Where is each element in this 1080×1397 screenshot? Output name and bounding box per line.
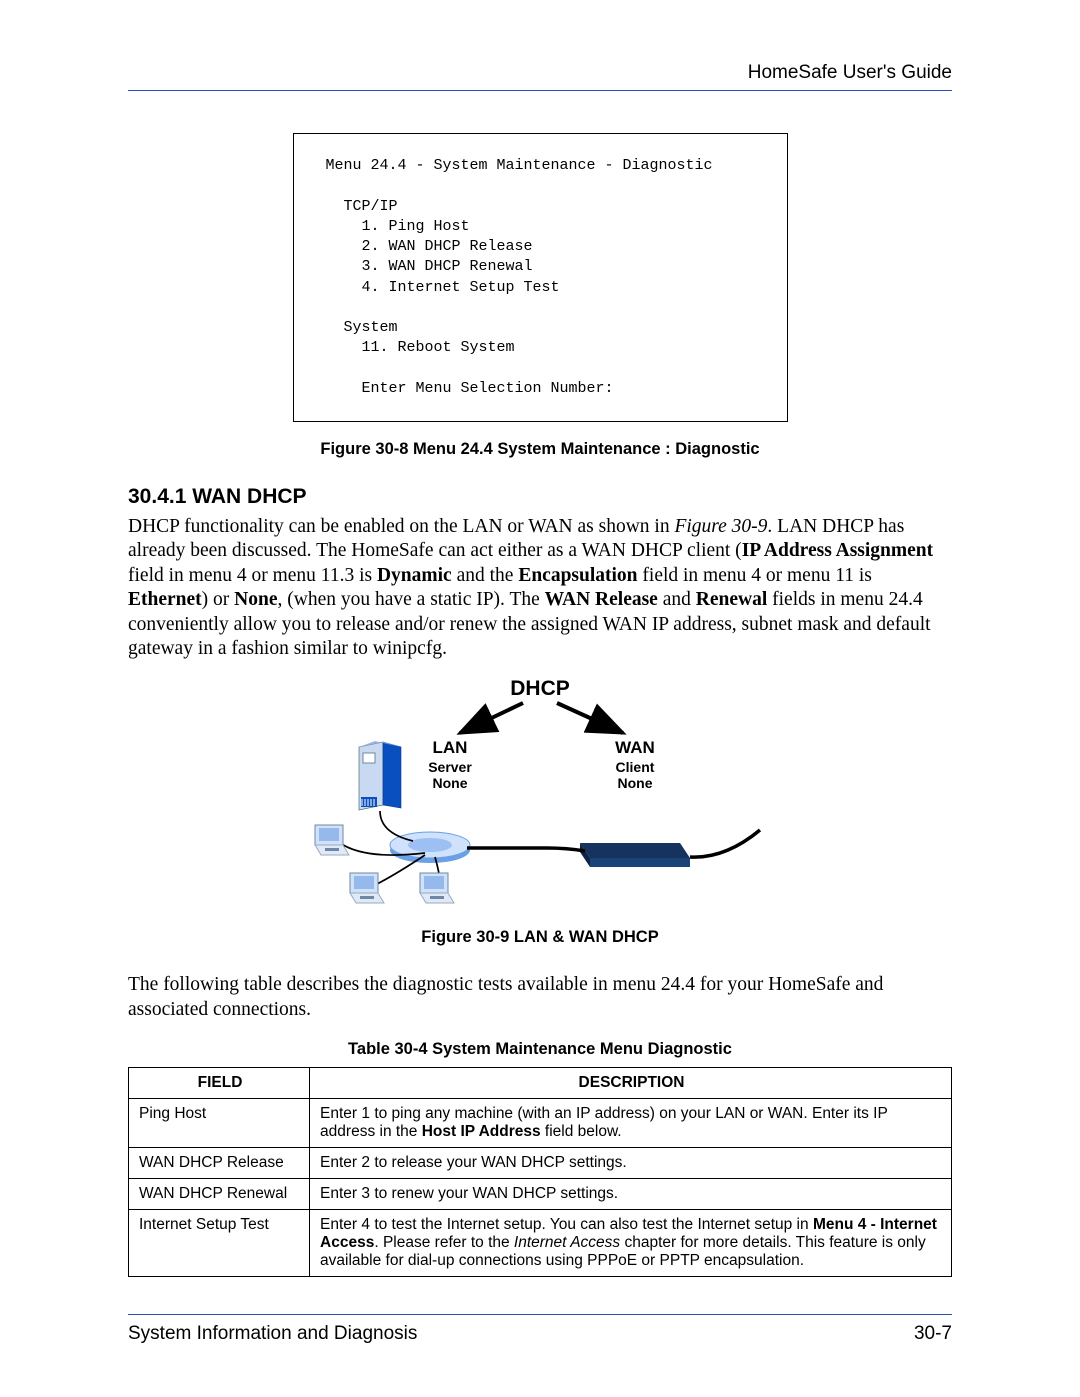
figure-ref: Figure 30-9 (674, 516, 767, 537)
wan-sub2: None (618, 775, 653, 791)
text: field in menu 4 or menu 11 is (638, 565, 872, 586)
wan-device-icon (580, 843, 690, 867)
figure-9-caption: Figure 30-9 LAN & WAN DHCP (128, 928, 952, 947)
menu-item: 3. WAN DHCP Renewal (362, 258, 533, 275)
cell-desc: Enter 2 to release your WAN DHCP setting… (310, 1148, 952, 1179)
bold: Renewal (696, 589, 768, 610)
menu-item: 4. Internet Setup Test (362, 279, 560, 296)
cell-desc: Enter 4 to test the Internet setup. You … (310, 1210, 952, 1277)
diagnostic-table: FIELD DESCRIPTION Ping Host Enter 1 to p… (128, 1067, 952, 1277)
server-icon (359, 741, 401, 810)
menu-section-tcpip: TCP/IP (344, 198, 398, 215)
bold: Encapsulation (518, 565, 637, 586)
text: . Please refer to the (374, 1234, 514, 1251)
bold: IP Address Assignment (742, 540, 933, 561)
bold: Dynamic (377, 565, 452, 586)
menu-box: Menu 24.4 - System Maintenance - Diagnos… (293, 133, 788, 422)
menu-item: 1. Ping Host (362, 218, 470, 235)
pc-icon (350, 855, 425, 903)
diagram-svg: DHCP LAN WAN Server None Client None (305, 675, 775, 910)
paragraph-1: DHCP functionality can be enabled on the… (128, 515, 952, 661)
cell-field: WAN DHCP Release (129, 1148, 310, 1179)
hub-icon (390, 832, 470, 863)
cell-field: Ping Host (129, 1099, 310, 1148)
cell-field: Internet Setup Test (129, 1210, 310, 1277)
figure-8-caption: Figure 30-8 Menu 24.4 System Maintenance… (128, 440, 952, 459)
footer: System Information and Diagnosis 30-7 (128, 1314, 952, 1345)
menu-item: 2. WAN DHCP Release (362, 238, 533, 255)
table-row: Internet Setup Test Enter 4 to test the … (129, 1210, 952, 1277)
cell-field: WAN DHCP Renewal (129, 1179, 310, 1210)
text: field in menu 4 or menu 11.3 is (128, 565, 377, 586)
paragraph-2: The following table describes the diagno… (128, 973, 952, 1022)
menu-title: Menu 24.4 - System Maintenance - Diagnos… (326, 157, 713, 174)
lan-sub1: Server (428, 759, 472, 775)
text: Enter 4 to test the Internet setup. You … (320, 1216, 813, 1233)
text: field below. (541, 1123, 622, 1140)
text: DHCP functionality can be enabled on the… (128, 516, 674, 537)
wan-label: WAN (615, 738, 655, 757)
table-header-row: FIELD DESCRIPTION (129, 1068, 952, 1099)
lan-sub2: None (433, 775, 468, 791)
guide-title: HomeSafe User's Guide (128, 62, 952, 84)
bold: WAN Release (545, 589, 658, 610)
footer-left: System Information and Diagnosis (128, 1323, 417, 1345)
cell-desc: Enter 1 to ping any machine (with an IP … (310, 1099, 952, 1148)
table-row: WAN DHCP Renewal Enter 3 to renew your W… (129, 1179, 952, 1210)
pc-icon (420, 857, 454, 903)
bold: None (234, 589, 277, 610)
wire-icon (690, 830, 760, 857)
wan-sub1: Client (616, 759, 655, 775)
page: HomeSafe User's Guide Menu 24.4 - System… (0, 0, 1080, 1397)
footer-right: 30-7 (914, 1323, 952, 1345)
th-desc: DESCRIPTION (310, 1068, 952, 1099)
table-row: WAN DHCP Release Enter 2 to release your… (129, 1148, 952, 1179)
section-heading: 30.4.1 WAN DHCP (128, 485, 952, 509)
text: ) or (202, 589, 235, 610)
menu-item: 11. Reboot System (362, 339, 515, 356)
menu-prompt: Enter Menu Selection Number: (362, 380, 614, 397)
th-field: FIELD (129, 1068, 310, 1099)
arrow-left-icon (460, 703, 523, 733)
cell-desc: Enter 3 to renew your WAN DHCP settings. (310, 1179, 952, 1210)
text: and (658, 589, 696, 610)
lan-label: LAN (433, 738, 468, 757)
table-row: Ping Host Enter 1 to ping any machine (w… (129, 1099, 952, 1148)
diagram-heading: DHCP (510, 677, 570, 700)
text: , (when you have a static IP). The (278, 589, 545, 610)
dhcp-diagram: DHCP LAN WAN Server None Client None (305, 675, 775, 910)
wire-icon (467, 848, 585, 851)
menu-section-system: System (344, 319, 398, 336)
text: and the (452, 565, 519, 586)
bold: Ethernet (128, 589, 202, 610)
italic: Internet Access (514, 1234, 620, 1251)
table-caption: Table 30-4 System Maintenance Menu Diagn… (128, 1040, 952, 1059)
header: HomeSafe User's Guide (128, 62, 952, 91)
bold: Host IP Address (422, 1123, 541, 1140)
arrow-right-icon (557, 703, 623, 733)
